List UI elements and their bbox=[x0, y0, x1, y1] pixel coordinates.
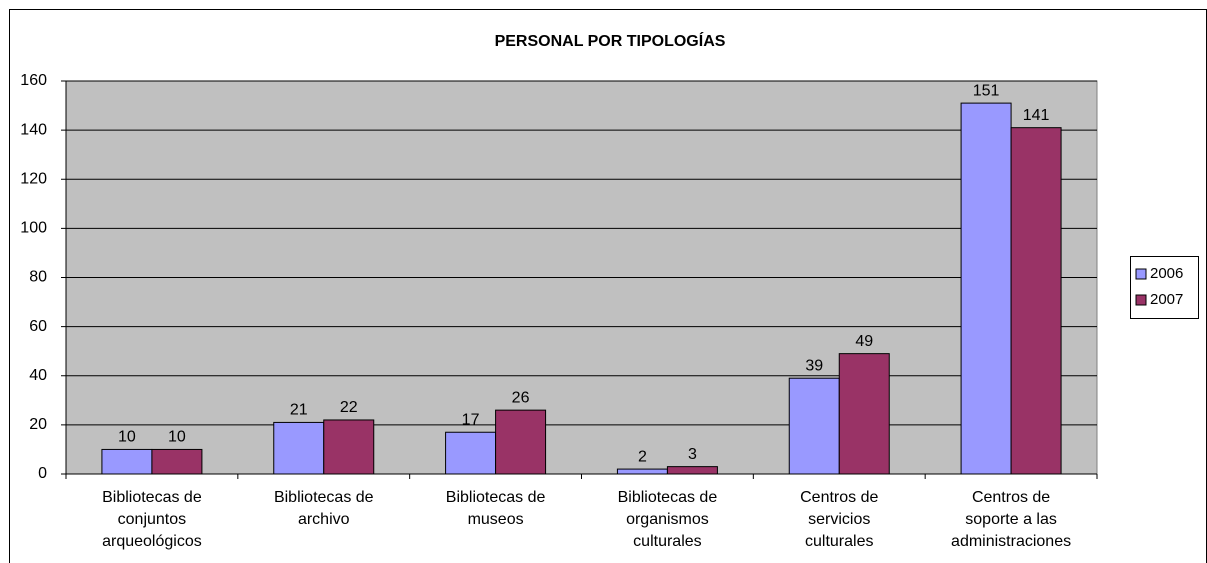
x-tick-label: Centros de bbox=[972, 489, 1050, 506]
x-tick-label: culturales bbox=[633, 533, 701, 550]
chart-title: PERSONAL POR TIPOLOGÍAS bbox=[495, 31, 726, 50]
x-tick-label: conjuntos bbox=[118, 511, 187, 528]
data-label: 2 bbox=[638, 448, 647, 465]
data-label: 49 bbox=[855, 333, 873, 350]
legend-swatch bbox=[1135, 294, 1147, 306]
bar bbox=[616, 468, 668, 475]
data-label: 10 bbox=[168, 429, 186, 446]
legend-label: 2007 bbox=[1150, 291, 1183, 308]
bar bbox=[273, 421, 325, 475]
x-tick-label: Bibliotecas de bbox=[618, 489, 718, 506]
data-label: 17 bbox=[462, 411, 480, 428]
bar bbox=[1010, 127, 1062, 475]
x-tick-label: museos bbox=[468, 511, 524, 528]
bar bbox=[101, 448, 153, 475]
y-tick-label: 60 bbox=[29, 318, 47, 335]
bar bbox=[666, 466, 718, 475]
legend-box bbox=[1130, 256, 1199, 319]
data-label: 10 bbox=[118, 429, 136, 446]
x-tick-label: Bibliotecas de bbox=[446, 489, 546, 506]
bar bbox=[445, 431, 497, 475]
y-tick-label: 40 bbox=[29, 367, 47, 384]
data-label: 151 bbox=[973, 82, 1000, 99]
bar bbox=[151, 448, 203, 475]
x-tick-label: Bibliotecas de bbox=[274, 489, 374, 506]
y-tick-label: 100 bbox=[20, 220, 47, 237]
y-tick-label: 80 bbox=[29, 269, 47, 286]
y-tick-label: 0 bbox=[38, 465, 47, 482]
x-tick-label: archivo bbox=[298, 511, 350, 528]
bar bbox=[960, 102, 1012, 475]
x-tick-label: servicios bbox=[808, 511, 870, 528]
x-tick-label: Centros de bbox=[800, 489, 878, 506]
y-tick-label: 160 bbox=[20, 72, 47, 89]
x-tick-label: organismos bbox=[626, 511, 709, 528]
data-label: 22 bbox=[340, 399, 358, 416]
bar bbox=[788, 377, 840, 475]
data-label: 26 bbox=[512, 389, 530, 406]
data-label: 21 bbox=[290, 402, 308, 419]
y-tick-label: 140 bbox=[20, 121, 47, 138]
bar bbox=[838, 353, 890, 475]
legend-swatch bbox=[1135, 268, 1147, 280]
x-tick-label: administraciones bbox=[951, 533, 1071, 550]
x-tick-label: arqueológicos bbox=[102, 533, 202, 550]
x-tick-label: culturales bbox=[805, 533, 873, 550]
data-label: 3 bbox=[688, 446, 697, 463]
data-label: 39 bbox=[805, 357, 823, 374]
y-tick-label: 120 bbox=[20, 170, 47, 187]
bar bbox=[495, 409, 547, 475]
x-tick-label: soporte a las bbox=[965, 511, 1057, 528]
y-tick-label: 20 bbox=[29, 416, 47, 433]
legend-label: 2006 bbox=[1150, 265, 1183, 282]
x-tick-label: Bibliotecas de bbox=[102, 489, 202, 506]
data-label: 141 bbox=[1023, 107, 1050, 124]
bar bbox=[323, 419, 375, 475]
